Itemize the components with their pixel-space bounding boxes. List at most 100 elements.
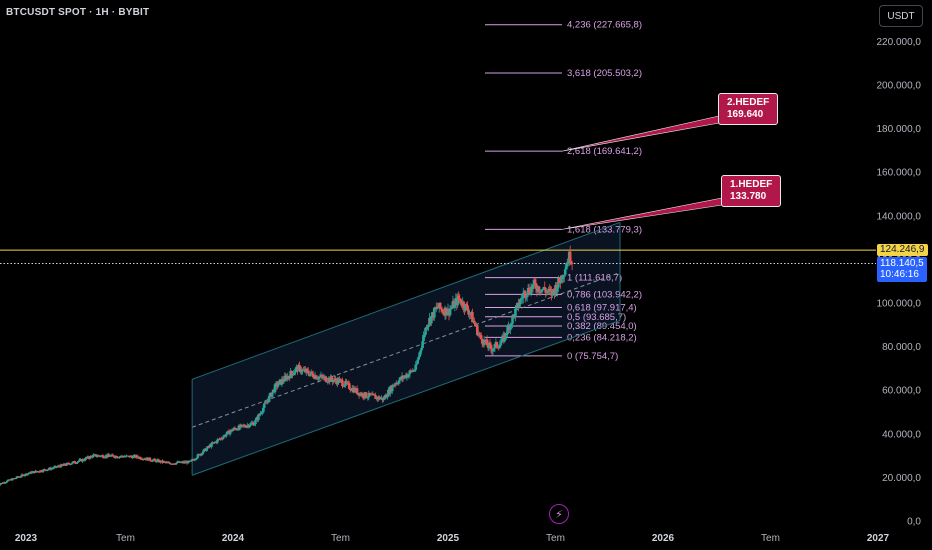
candle-body <box>562 276 565 279</box>
candle-body <box>300 371 303 373</box>
candle-body <box>520 298 524 300</box>
candle-body <box>109 455 113 457</box>
candle-body <box>14 477 18 479</box>
candle-body <box>97 455 101 457</box>
candle-body <box>228 431 232 435</box>
channel-upper-line <box>191 221 621 380</box>
trend-channel <box>191 221 621 476</box>
y-tick-label: 100.000,0 <box>877 299 922 310</box>
candle-body <box>347 382 350 384</box>
candle-body <box>65 463 69 466</box>
candle-body <box>379 398 382 400</box>
candle-body <box>320 375 324 377</box>
candle-body <box>426 326 429 329</box>
candle-body <box>28 472 32 474</box>
target-1-box[interactable]: 1.HEDEF 133.780 <box>721 175 782 207</box>
candle-body <box>220 438 224 440</box>
candle-body <box>537 286 541 292</box>
candle-body <box>478 334 482 336</box>
candle-body <box>547 288 550 292</box>
candle-body <box>81 459 84 462</box>
fib-label: 0,786 (103.942,2) <box>567 289 642 300</box>
candle-body <box>261 407 265 413</box>
candle-body <box>5 480 9 483</box>
candle-body <box>316 378 320 380</box>
candle-body <box>55 466 59 468</box>
candle-body <box>75 462 78 464</box>
candle-body <box>393 384 397 386</box>
candle-body <box>487 342 491 348</box>
y-tick-label: 20.000,0 <box>882 473 921 484</box>
candle-body <box>67 462 71 464</box>
y-tick-label: 0,0 <box>907 517 921 528</box>
candle-body <box>46 469 50 471</box>
candle-body <box>153 458 157 460</box>
candle-body <box>395 382 399 384</box>
candle-body <box>524 297 528 299</box>
candle-body <box>366 397 370 399</box>
target-2-box[interactable]: 2.HEDEF 169.640 <box>718 93 779 125</box>
candle-body <box>479 335 483 340</box>
candle-body <box>498 344 502 348</box>
candle-body <box>286 375 290 380</box>
candle-body <box>150 460 154 462</box>
candle-body <box>206 446 209 449</box>
candle-body <box>1 482 4 484</box>
candle-body <box>19 476 23 478</box>
candle-body <box>231 429 235 432</box>
fib-label: 3,618 (205.503,2) <box>567 68 642 79</box>
candle-body <box>237 425 241 431</box>
candle-body <box>175 462 178 465</box>
candle-body <box>115 456 119 458</box>
candle-body <box>439 308 443 310</box>
candle-body <box>456 295 460 306</box>
candle-body <box>73 461 76 463</box>
candle-body <box>497 347 501 349</box>
channel-lower-line <box>191 319 621 476</box>
candle-body <box>149 460 153 462</box>
candle-body <box>462 301 465 309</box>
candle-body <box>407 373 411 377</box>
candle-body <box>257 414 260 420</box>
candle-body <box>534 283 538 289</box>
candle-body <box>169 463 172 465</box>
candle-body <box>367 392 371 398</box>
candle-body <box>343 385 346 387</box>
candle-body <box>294 368 297 373</box>
candle-body <box>59 464 63 468</box>
candle-body <box>500 338 504 343</box>
candle-body <box>519 299 522 305</box>
candle-body <box>362 397 366 399</box>
candle-body <box>260 413 263 415</box>
candle-body <box>433 307 436 318</box>
candle-body <box>444 307 448 316</box>
candle-body <box>423 334 426 336</box>
candle-body <box>565 262 569 267</box>
channel-mid-line <box>191 272 621 428</box>
candle-body <box>396 383 400 385</box>
target-1-title: 1.HEDEF <box>730 179 773 190</box>
candle-body <box>71 461 75 464</box>
candle-body <box>413 369 417 371</box>
currency-button[interactable]: USDT <box>879 5 923 27</box>
candle-body <box>568 251 572 261</box>
candle-body <box>44 469 47 471</box>
candle-body <box>194 458 198 460</box>
candle-body <box>378 396 381 400</box>
candle-body <box>434 306 438 310</box>
candle-body <box>82 459 85 461</box>
candle-body <box>326 381 330 383</box>
target-2-value: 169.640 <box>727 109 764 120</box>
candle-body <box>283 375 287 382</box>
candle-body <box>420 347 423 351</box>
candle-body <box>253 424 256 426</box>
candle-body <box>417 357 420 360</box>
target-1-value: 133.780 <box>730 191 767 202</box>
candle-body <box>151 459 155 462</box>
candle-body <box>282 381 286 383</box>
lightning-icon[interactable]: ⚡ <box>549 504 569 524</box>
candle-body <box>557 277 560 288</box>
candle-body <box>521 293 525 299</box>
candle-body <box>192 459 196 461</box>
